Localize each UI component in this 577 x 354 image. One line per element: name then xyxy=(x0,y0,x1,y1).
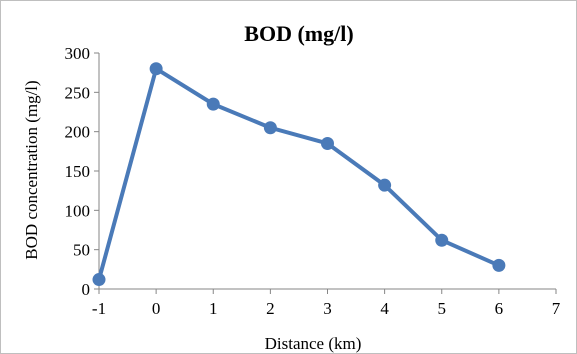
data-point xyxy=(492,258,506,272)
y-tick-label: 300 xyxy=(65,44,91,63)
y-tick-label: 150 xyxy=(65,162,91,181)
data-point xyxy=(378,178,392,192)
data-point xyxy=(149,62,163,76)
y-tick-label: 50 xyxy=(73,241,90,260)
y-tick-label: 200 xyxy=(65,123,91,142)
series-line xyxy=(97,66,500,281)
x-tick-label: 2 xyxy=(266,299,275,318)
x-tick-label: 3 xyxy=(323,299,332,318)
y-tick-label: 100 xyxy=(65,201,91,220)
y-tick-label: 250 xyxy=(65,83,91,102)
x-axis-label: Distance (km) xyxy=(265,334,362,353)
y-axis-label: BOD concentration (mg/l) xyxy=(22,80,41,259)
x-tick-label: 6 xyxy=(495,299,504,318)
y-tick-label: 0 xyxy=(82,280,91,299)
x-tick-label: 5 xyxy=(438,299,447,318)
x-tick-label: -1 xyxy=(92,299,106,318)
data-point xyxy=(206,97,220,111)
x-tick-label: 4 xyxy=(380,299,389,318)
data-point xyxy=(435,233,449,247)
axes xyxy=(94,52,557,294)
chart-title: BOD (mg/l) xyxy=(244,21,353,46)
series-layer xyxy=(92,62,506,287)
x-tick-label: 0 xyxy=(152,299,161,318)
x-tick-label: 1 xyxy=(209,299,218,318)
data-point xyxy=(321,136,334,150)
data-point xyxy=(263,121,277,135)
data-point xyxy=(92,273,106,287)
x-tick-label: 7 xyxy=(552,299,561,318)
